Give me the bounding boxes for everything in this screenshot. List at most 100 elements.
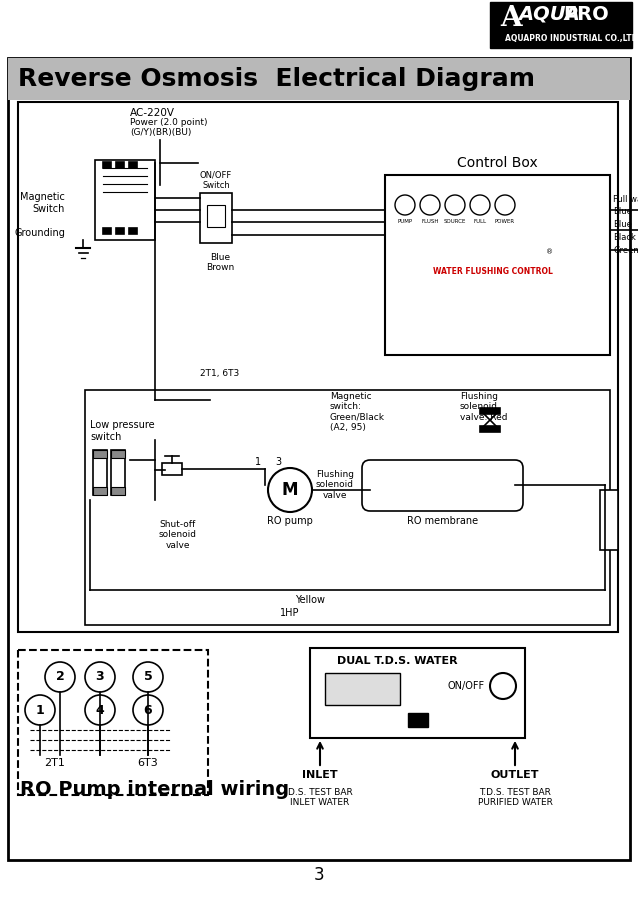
- Text: 6T3: 6T3: [138, 758, 158, 768]
- Bar: [388, 235, 573, 335]
- Bar: [408, 713, 427, 727]
- Bar: [116, 162, 124, 168]
- Text: T.D.S. TEST BAR: T.D.S. TEST BAR: [479, 788, 551, 797]
- Text: SOURCE: SOURCE: [444, 219, 466, 224]
- Bar: [325, 673, 400, 705]
- Circle shape: [45, 662, 75, 692]
- Bar: [200, 193, 232, 243]
- Text: ON/OFF: ON/OFF: [448, 681, 485, 691]
- Bar: [103, 162, 111, 168]
- Text: 2T1: 2T1: [45, 758, 66, 768]
- Text: A: A: [500, 5, 522, 32]
- Text: 1HP: 1HP: [280, 608, 300, 618]
- Bar: [103, 228, 111, 234]
- Text: POWER: POWER: [495, 219, 515, 224]
- Bar: [162, 463, 182, 475]
- Circle shape: [445, 195, 465, 215]
- Text: Flushing
solenoid
valve: Red: Flushing solenoid valve: Red: [460, 392, 507, 422]
- Bar: [433, 245, 553, 283]
- Text: PRO: PRO: [563, 5, 609, 24]
- Circle shape: [25, 695, 55, 725]
- Bar: [480, 408, 500, 414]
- Text: 1: 1: [36, 704, 45, 716]
- Text: M: M: [282, 481, 298, 499]
- Text: 3: 3: [275, 457, 281, 467]
- Text: 3: 3: [96, 670, 104, 684]
- Circle shape: [490, 673, 516, 699]
- Text: AC-220V: AC-220V: [130, 108, 175, 118]
- Text: Low pressure
switch: Low pressure switch: [90, 420, 154, 442]
- Text: Magnetic
Switch: Magnetic Switch: [20, 192, 65, 214]
- Text: Full water switch:: Full water switch:: [613, 195, 638, 204]
- Bar: [18, 102, 618, 632]
- Text: Brown: Brown: [206, 263, 234, 272]
- Text: ®: ®: [546, 249, 554, 255]
- Text: FULL: FULL: [473, 219, 487, 224]
- Bar: [310, 648, 525, 738]
- Text: Magnetic
switch:
Green/Black
(A2, 95): Magnetic switch: Green/Black (A2, 95): [330, 392, 385, 432]
- Text: OUTLET: OUTLET: [491, 770, 539, 780]
- Circle shape: [546, 248, 554, 256]
- Text: Grounding: Grounding: [14, 228, 65, 238]
- Bar: [129, 162, 137, 168]
- Text: FLUSH: FLUSH: [421, 219, 439, 224]
- Text: Control Box: Control Box: [457, 156, 538, 170]
- Text: (G/Y)(BR)(BU): (G/Y)(BR)(BU): [130, 128, 191, 137]
- Text: RO pump: RO pump: [267, 516, 313, 526]
- Text: Green: Green: [613, 246, 638, 255]
- Text: 6: 6: [144, 704, 152, 716]
- Text: D.S. TEST BAR: D.S. TEST BAR: [288, 788, 352, 797]
- Text: 2T1, 6T3: 2T1, 6T3: [200, 369, 239, 378]
- Bar: [391, 243, 429, 285]
- Bar: [490, 2, 632, 48]
- Bar: [95, 160, 155, 240]
- Text: AQUA: AQUA: [518, 5, 580, 24]
- Bar: [93, 450, 107, 495]
- Bar: [600, 490, 618, 550]
- Bar: [18, 650, 208, 795]
- Bar: [480, 426, 500, 432]
- Text: Blue: Blue: [210, 253, 230, 262]
- Text: AQUAPRO INDUSTRIAL CO.,LTD: AQUAPRO INDUSTRIAL CO.,LTD: [505, 34, 638, 43]
- Circle shape: [395, 195, 415, 215]
- Text: Yellow: Yellow: [295, 595, 325, 605]
- Bar: [93, 487, 107, 495]
- Bar: [385, 175, 610, 355]
- Text: 3: 3: [314, 866, 324, 884]
- Bar: [116, 228, 124, 234]
- Text: Shut-off
solenoid
valve: Shut-off solenoid valve: [159, 520, 197, 550]
- Text: ON/OFF
Switch: ON/OFF Switch: [200, 170, 232, 190]
- Text: 2: 2: [56, 670, 64, 684]
- Bar: [8, 58, 630, 860]
- Text: Power (2.0 point): Power (2.0 point): [130, 118, 207, 127]
- Bar: [111, 450, 125, 495]
- Circle shape: [133, 662, 163, 692]
- Circle shape: [420, 195, 440, 215]
- Text: Blue: Blue: [613, 207, 632, 216]
- Text: RO Pump internal wiring: RO Pump internal wiring: [20, 780, 289, 799]
- Text: INLET WATER: INLET WATER: [290, 798, 350, 807]
- Text: INLET: INLET: [302, 770, 338, 780]
- Text: AQUAPRO: AQUAPRO: [459, 251, 528, 263]
- Text: DUAL T.D.S. WATER: DUAL T.D.S. WATER: [338, 656, 458, 666]
- Text: Flushing
solenoid
valve: Flushing solenoid valve: [316, 470, 354, 500]
- Text: RO membrane: RO membrane: [408, 516, 478, 526]
- Text: 5: 5: [144, 670, 152, 684]
- Text: WATER FLUSHING CONTROL: WATER FLUSHING CONTROL: [433, 268, 553, 277]
- Bar: [8, 58, 630, 100]
- Text: Black: Black: [613, 233, 636, 242]
- Text: Reverse Osmosis  Electrical Diagram: Reverse Osmosis Electrical Diagram: [18, 67, 535, 91]
- Bar: [85, 390, 610, 625]
- Text: PUMP: PUMP: [397, 219, 413, 224]
- Text: Blue: Blue: [613, 220, 632, 229]
- Text: 4: 4: [96, 704, 105, 716]
- Bar: [111, 487, 125, 495]
- Circle shape: [85, 695, 115, 725]
- FancyBboxPatch shape: [362, 460, 523, 511]
- Bar: [111, 450, 125, 458]
- Circle shape: [470, 195, 490, 215]
- Bar: [93, 450, 107, 458]
- Text: 1: 1: [255, 457, 261, 467]
- Bar: [207, 205, 225, 227]
- Circle shape: [85, 662, 115, 692]
